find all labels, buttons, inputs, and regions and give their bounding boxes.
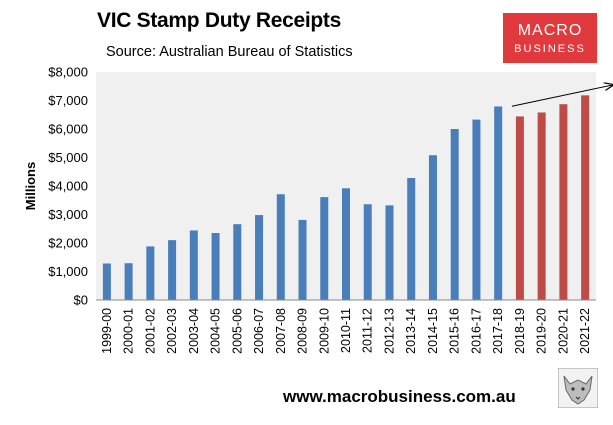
x-tick-label: 2019-20 bbox=[535, 308, 549, 354]
trend-arrow bbox=[511, 85, 613, 107]
wolf-logo-icon bbox=[558, 368, 598, 408]
y-tick-label: $0 bbox=[74, 293, 88, 308]
x-tick-label: 2004-05 bbox=[209, 308, 223, 354]
footer-url: www.macrobusiness.com.au bbox=[283, 387, 516, 406]
x-tick-label: 2002-03 bbox=[165, 308, 179, 354]
y-axis-label: Millions bbox=[23, 162, 38, 210]
y-tick-label: $3,000 bbox=[48, 207, 88, 222]
bar bbox=[472, 119, 481, 300]
bar bbox=[298, 219, 307, 300]
y-axis-ticks: $0 $1,000 $2,000 $3,000 $4,000 $5,000 $6,000 $7… bbox=[48, 65, 88, 308]
bar bbox=[515, 116, 524, 301]
x-tick-label: 2016-17 bbox=[469, 308, 483, 354]
x-tick-label: 2015-16 bbox=[448, 308, 462, 354]
x-tick-label: 2018-19 bbox=[513, 308, 527, 354]
y-tick-label: $7,000 bbox=[48, 93, 88, 108]
x-tick-label: 2021-22 bbox=[578, 308, 592, 354]
x-tick-label: 2006-07 bbox=[252, 308, 266, 354]
x-tick-label: 2020-21 bbox=[556, 308, 570, 354]
y-tick-label: $5,000 bbox=[48, 150, 88, 165]
x-tick-label: 2009-10 bbox=[317, 308, 331, 354]
y-tick-label: $4,000 bbox=[48, 179, 88, 194]
chart-title: VIC Stamp Duty Receipts bbox=[97, 9, 341, 32]
x-tick-label: 2011-12 bbox=[361, 308, 375, 353]
bar bbox=[450, 129, 459, 300]
bar bbox=[168, 240, 177, 300]
bar-chart: Millions $0 $1,000 $2,000 $3,000 $4,000 $5,00… bbox=[23, 65, 613, 354]
y-tick-label: $6,000 bbox=[48, 122, 88, 137]
bar bbox=[320, 197, 329, 300]
logo-line1: MACRO bbox=[517, 22, 583, 39]
logo-line2: BUSINESS bbox=[514, 43, 586, 55]
x-tick-label: 2012-13 bbox=[382, 308, 396, 354]
x-tick-label: 2010-11 bbox=[339, 308, 353, 353]
bar bbox=[428, 155, 437, 300]
bar bbox=[276, 194, 285, 300]
bar bbox=[233, 224, 242, 300]
bar bbox=[211, 233, 220, 300]
x-tick-label: 2013-14 bbox=[404, 308, 418, 354]
x-tick-label: 2007-08 bbox=[274, 308, 288, 354]
y-tick-label: $8,000 bbox=[48, 65, 88, 80]
x-tick-label: 2008-09 bbox=[296, 308, 310, 354]
macrobusiness-logo: MACRO BUSINESS bbox=[503, 13, 597, 63]
chart-subtitle: Source: Australian Bureau of Statistics bbox=[106, 44, 353, 60]
x-tick-label: 2000-01 bbox=[122, 308, 136, 354]
bar bbox=[559, 104, 568, 300]
x-tick-label: 2005-06 bbox=[230, 308, 244, 354]
x-axis-ticks: 1999-00 2000-01 2001-02 2002-03 2003-04 2004-… bbox=[100, 308, 592, 354]
x-tick-label: 2003-04 bbox=[187, 308, 201, 354]
bar-series bbox=[102, 95, 590, 301]
bar bbox=[255, 215, 264, 300]
bar bbox=[102, 263, 111, 300]
y-tick-label: $1,000 bbox=[48, 264, 88, 279]
bar bbox=[537, 112, 546, 300]
bar bbox=[385, 205, 394, 300]
annotations bbox=[511, 85, 613, 107]
bar bbox=[363, 204, 372, 300]
bar bbox=[342, 188, 350, 300]
bar bbox=[146, 246, 155, 300]
x-tick-label: 2014-15 bbox=[426, 308, 440, 354]
bar bbox=[581, 95, 590, 301]
bar bbox=[124, 263, 133, 300]
bar bbox=[407, 178, 416, 300]
x-tick-label: 2017-18 bbox=[491, 308, 505, 354]
bar bbox=[189, 230, 198, 300]
bar bbox=[494, 106, 503, 300]
y-tick-label: $2,000 bbox=[48, 236, 88, 251]
x-tick-label: 1999-00 bbox=[100, 308, 114, 354]
x-tick-label: 2001-02 bbox=[143, 308, 157, 354]
